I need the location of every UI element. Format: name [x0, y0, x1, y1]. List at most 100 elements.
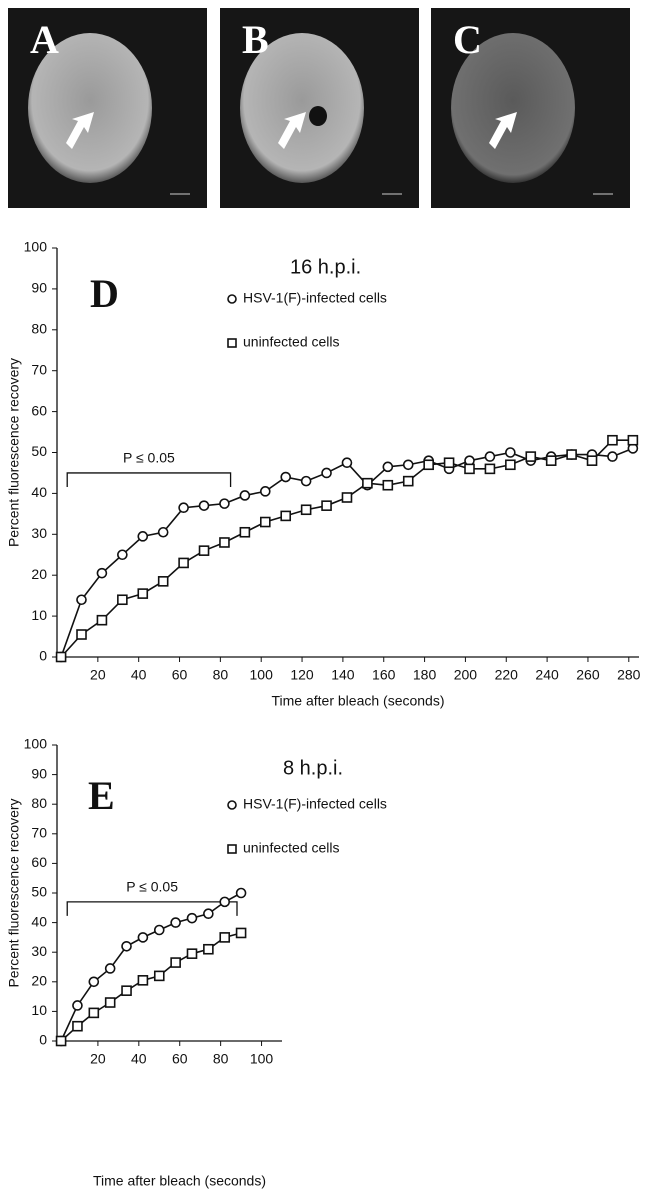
- data-point: [505, 447, 516, 458]
- data-point: [88, 976, 100, 988]
- data-point: [505, 459, 516, 471]
- y-axis-label: Percent fluorescence recovery: [6, 358, 22, 547]
- data-point: [96, 567, 108, 579]
- x-tick-label: 80: [213, 1051, 229, 1067]
- micrograph: B: [220, 8, 419, 208]
- data-point: [362, 477, 373, 489]
- x-tick-label: 40: [131, 667, 147, 683]
- bleach-spot: [309, 106, 327, 126]
- y-tick-label: 40: [31, 913, 47, 929]
- data-point: [341, 492, 353, 503]
- data-point: [235, 887, 247, 899]
- y-tick-label: 70: [31, 361, 47, 377]
- data-point: [198, 500, 210, 511]
- arrow: [66, 112, 94, 149]
- data-point: [121, 940, 132, 952]
- panel-label: E: [88, 773, 115, 818]
- data-point: [321, 500, 332, 511]
- x-axis-label: Time after bleach (seconds): [93, 1173, 266, 1189]
- data-point: [607, 434, 618, 446]
- y-tick-label: 60: [31, 402, 47, 418]
- micrograph: C: [431, 8, 630, 208]
- data-point: [525, 451, 537, 462]
- data-point: [300, 504, 312, 516]
- x-tick-label: 180: [413, 667, 437, 683]
- significance-bracket: [66, 901, 238, 916]
- data-point: [484, 463, 496, 475]
- data-point: [259, 516, 271, 528]
- series-line: [60, 932, 242, 1042]
- data-point: [137, 975, 149, 986]
- data-point: [219, 498, 230, 509]
- data-point: [239, 526, 251, 538]
- data-point: [186, 948, 198, 959]
- data-point: [219, 537, 230, 548]
- data-point: [341, 457, 353, 469]
- data-point: [402, 475, 414, 487]
- significance-bracket: [66, 472, 232, 487]
- legend-marker: [227, 294, 237, 304]
- legend-marker: [227, 844, 237, 854]
- x-tick-label: 20: [90, 667, 106, 683]
- y-tick-label: 20: [31, 566, 47, 582]
- x-tick-label: 80: [213, 667, 229, 683]
- data-point: [300, 475, 312, 487]
- x-tick-label: 100: [250, 667, 274, 683]
- data-point: [55, 1035, 67, 1047]
- legend-marker: [227, 338, 237, 348]
- data-point: [72, 1000, 83, 1011]
- data-point: [76, 629, 87, 640]
- y-axis-label: Percent fluorescence recovery: [6, 798, 22, 987]
- legend-label: HSV-1(F)-infected cells: [243, 796, 387, 812]
- y-tick-label: 0: [39, 648, 47, 664]
- data-point: [566, 449, 577, 460]
- nucleus: [240, 33, 364, 183]
- data-point: [178, 557, 189, 569]
- x-tick-label: 20: [90, 1051, 106, 1067]
- data-point: [219, 896, 231, 908]
- data-point: [423, 459, 434, 471]
- data-point: [203, 908, 214, 920]
- y-tick-label: 10: [31, 1002, 47, 1018]
- x-tick-label: 40: [131, 1051, 147, 1067]
- x-tick-label: 260: [576, 667, 600, 683]
- y-tick-label: 0: [39, 1032, 47, 1048]
- legend-marker: [227, 800, 237, 810]
- x-tick-label: 60: [172, 1051, 188, 1067]
- data-point: [259, 486, 271, 497]
- arrow: [489, 112, 517, 149]
- data-point: [76, 594, 87, 606]
- data-point: [203, 943, 214, 955]
- nucleus: [451, 33, 575, 183]
- data-point: [586, 455, 598, 466]
- x-axis-label: Time after bleach (seconds): [272, 693, 445, 709]
- data-point: [402, 459, 414, 471]
- arrow: [278, 112, 306, 149]
- nucleus: [28, 33, 152, 183]
- x-tick-label: 160: [372, 667, 396, 683]
- y-tick-label: 70: [31, 825, 47, 841]
- y-tick-label: 10: [31, 607, 47, 623]
- x-tick-label: 140: [331, 667, 355, 683]
- data-point: [137, 531, 149, 542]
- y-tick-label: 90: [31, 280, 47, 296]
- legend-label: uninfected cells: [243, 840, 340, 856]
- y-tick-label: 30: [31, 943, 47, 959]
- data-point: [235, 927, 247, 939]
- data-point: [484, 451, 496, 462]
- data-point: [170, 917, 181, 928]
- annotation: P ≤ 0.05: [123, 450, 175, 466]
- x-tick-label: 120: [290, 667, 314, 683]
- y-tick-label: 60: [31, 854, 47, 870]
- x-tick-label: 100: [250, 1051, 274, 1067]
- micrograph: A: [8, 8, 207, 208]
- data-point: [170, 957, 181, 968]
- chart: 0 10 20 30 40 50 60 70 80 90 100 20 40 60 80 100 Time af…: [6, 736, 387, 1189]
- y-tick-label: 20: [31, 973, 47, 989]
- panel-label: D: [90, 271, 119, 316]
- data-point: [137, 588, 149, 599]
- data-point: [280, 471, 292, 483]
- data-point: [55, 651, 67, 663]
- y-tick-label: 90: [31, 765, 47, 781]
- x-tick-label: 60: [172, 667, 188, 683]
